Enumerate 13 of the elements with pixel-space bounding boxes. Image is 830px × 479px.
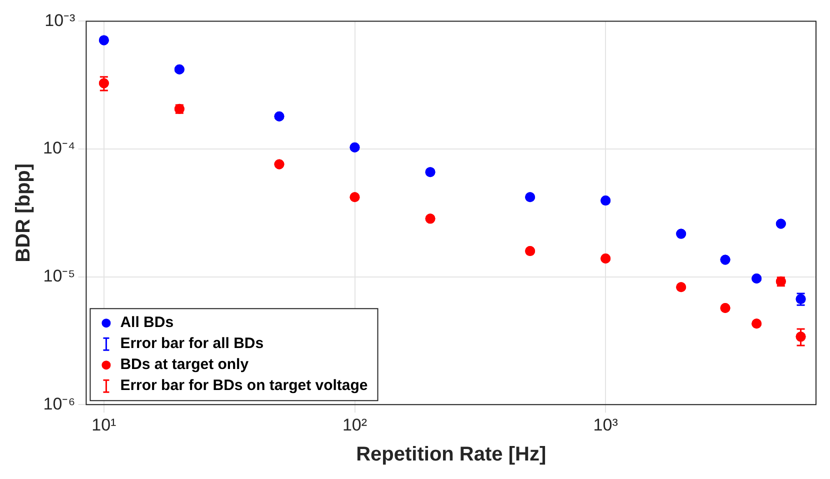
legend-label: Error bar for all BDs xyxy=(120,335,264,352)
y-tick-label: 10⁻⁵ xyxy=(43,266,76,286)
legend-label: All BDs xyxy=(120,314,174,332)
x-axis-title: Repetition Rate [Hz] xyxy=(356,444,546,466)
y-tick-label: 10⁻⁶ xyxy=(43,394,76,414)
y-tick-label: 10⁻⁴ xyxy=(42,138,76,158)
x-tick-label: 10² xyxy=(342,415,368,434)
x-tick-label: 10³ xyxy=(593,415,618,434)
x-tick-label: 10¹ xyxy=(92,415,117,434)
y-tick-label: 10⁻³ xyxy=(44,10,76,30)
legend-label: Error bar for BDs on target voltage xyxy=(120,377,368,394)
y-axis-title: BDR [bpp] xyxy=(12,163,35,262)
legend-label: BDs at target only xyxy=(120,356,250,374)
